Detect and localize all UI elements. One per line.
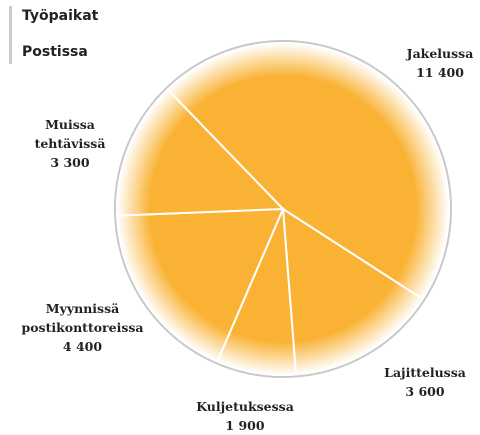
slice-label: Myynnissä postikonttoreissa 4 400	[0, 299, 165, 356]
category: Kuljetuksessa	[196, 399, 294, 414]
slice-label: Lajittelussa 3 600	[370, 363, 480, 401]
category: Myynnissä postikonttoreissa	[21, 301, 144, 335]
slice-label: Jakelussa 11 400	[390, 44, 480, 82]
category: Muissa tehtävissä	[34, 117, 106, 151]
pie-outline	[114, 40, 452, 378]
value-label: 11 400	[416, 65, 464, 80]
value-label: 4 400	[62, 339, 103, 354]
subtitle: Postissa	[22, 44, 88, 60]
pie-slice	[116, 207, 285, 363]
category: Jakelussa	[406, 46, 474, 61]
value-label: 3 600	[405, 384, 445, 399]
slice-label: Kuljetuksessa 1 900	[180, 397, 310, 435]
title: Työpaikat	[22, 8, 99, 24]
pie-slice	[166, 42, 450, 301]
pie-slice	[116, 88, 286, 217]
value-label: 1 900	[225, 418, 265, 433]
category: Lajittelussa	[384, 365, 466, 380]
value-label: 3 300	[50, 155, 90, 170]
slice-label: Muissa tehtävissä 3 300	[20, 115, 120, 172]
pie-slice	[281, 207, 424, 376]
title-bar	[9, 6, 12, 64]
